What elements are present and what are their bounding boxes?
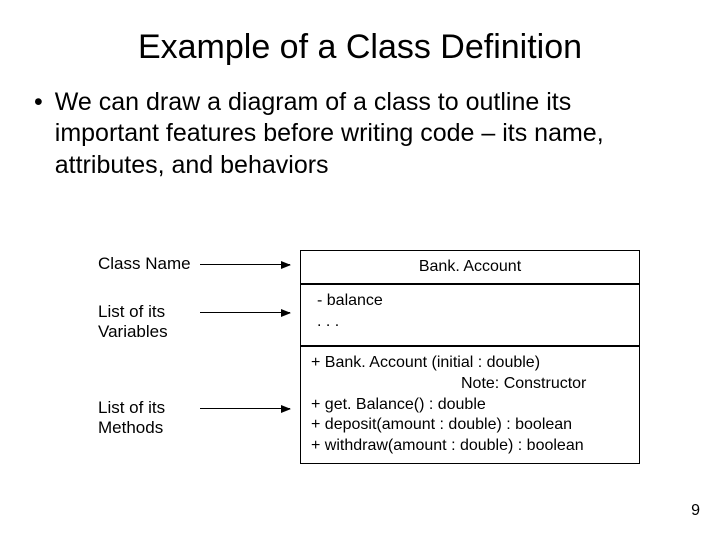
uml-class-name: Bank. Account bbox=[419, 258, 521, 275]
uml-attribute-line: . . . bbox=[311, 312, 629, 333]
uml-method-line: + Bank. Account (initial : double) bbox=[311, 353, 629, 374]
arrow-icon bbox=[200, 312, 290, 313]
uml-method-line: + deposit(amount : double) : boolean bbox=[311, 415, 629, 436]
bullet-item: • We can draw a diagram of a class to ou… bbox=[0, 87, 720, 181]
arrow-icon bbox=[200, 264, 290, 265]
uml-name-compartment: Bank. Account bbox=[300, 250, 640, 284]
uml-method-line: + withdraw(amount : double) : boolean bbox=[311, 436, 629, 457]
label-variables: List of its Variables bbox=[98, 302, 168, 343]
uml-method-note: Note: Constructor bbox=[311, 374, 629, 395]
diagram-area: Class Name List of its Variables List of… bbox=[0, 250, 720, 540]
uml-method-line: + get. Balance() : double bbox=[311, 395, 629, 416]
uml-attributes-compartment: - balance . . . bbox=[300, 284, 640, 346]
label-methods-line2: Methods bbox=[98, 418, 163, 437]
bullet-dot-icon: • bbox=[34, 87, 43, 181]
label-methods-line1: List of its bbox=[98, 398, 165, 417]
label-methods: List of its Methods bbox=[98, 398, 165, 439]
label-variables-line2: Variables bbox=[98, 322, 168, 341]
arrow-icon bbox=[200, 408, 290, 409]
label-variables-line1: List of its bbox=[98, 302, 165, 321]
uml-methods-compartment: + Bank. Account (initial : double) Note:… bbox=[300, 346, 640, 464]
slide-title: Example of a Class Definition bbox=[0, 0, 720, 87]
page-number: 9 bbox=[691, 502, 700, 520]
uml-attribute-line: - balance bbox=[311, 291, 629, 312]
label-class-name: Class Name bbox=[98, 254, 191, 274]
bullet-text: We can draw a diagram of a class to outl… bbox=[55, 87, 680, 181]
